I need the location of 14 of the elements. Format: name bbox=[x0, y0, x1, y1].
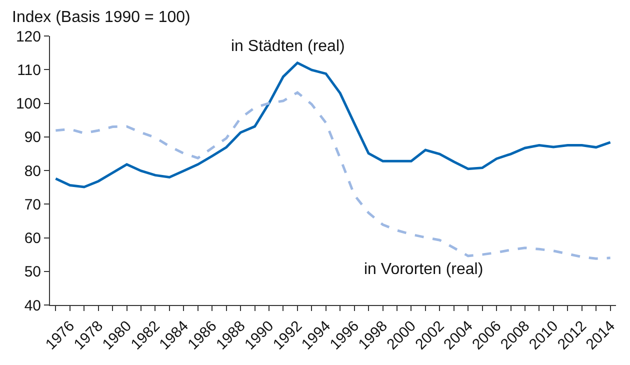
y-tick-label: 90 bbox=[24, 129, 41, 146]
y-tick-label: 50 bbox=[24, 264, 41, 281]
y-tick-label: 100 bbox=[16, 96, 41, 112]
y-tick-label: 40 bbox=[24, 297, 41, 314]
series-label: in Vororten (real) bbox=[364, 261, 484, 278]
y-tick-label: 60 bbox=[24, 230, 41, 247]
y-tick-label: 120 bbox=[16, 28, 41, 46]
line-series bbox=[54, 91, 612, 260]
y-tick-label: 70 bbox=[24, 196, 41, 214]
y-tick-label: 110 bbox=[17, 62, 41, 79]
y-axis-title: Index (Basis 1990 = 100) bbox=[12, 9, 190, 26]
y-tick-label: 80 bbox=[24, 162, 41, 180]
line-series bbox=[54, 62, 612, 188]
series-label: in Städten (real) bbox=[231, 38, 345, 55]
